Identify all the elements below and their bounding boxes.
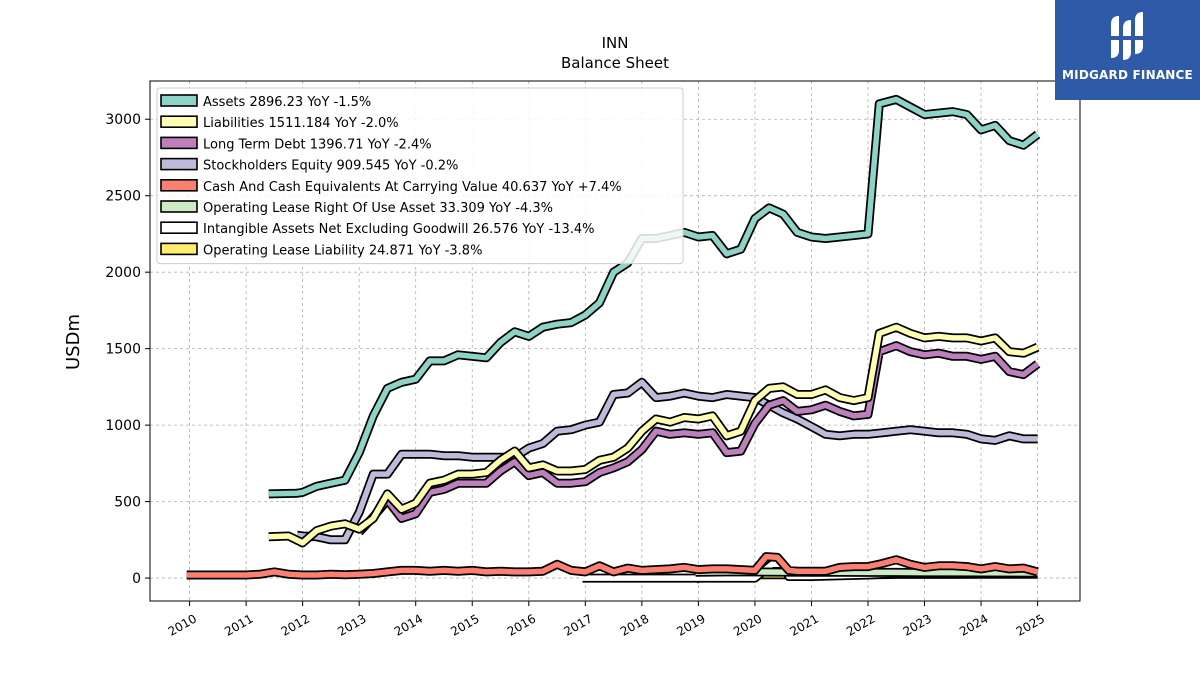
legend-swatch xyxy=(160,200,198,213)
x-tick-label: 2021 xyxy=(788,611,821,638)
legend-label: Cash And Cash Equivalents At Carrying Va… xyxy=(203,180,622,195)
legend-item: Liabilities 1511.184 YoY -2.0% xyxy=(160,115,399,131)
legend-swatch xyxy=(160,221,198,234)
x-tick-label: 2016 xyxy=(505,611,538,638)
x-tick-label: 2024 xyxy=(957,611,990,638)
logo-text: MIDGARD FINANCE xyxy=(1062,68,1193,82)
legend-swatch xyxy=(160,179,198,192)
legend-label: Stockholders Equity 909.545 YoY -0.2% xyxy=(203,159,458,174)
legend-item: Stockholders Equity 909.545 YoY -0.2% xyxy=(160,157,458,174)
series-line xyxy=(357,342,1040,535)
legend-item: Operating Lease Right Of Use Asset 33.30… xyxy=(160,200,553,216)
brand-logo: MIDGARD FINANCE xyxy=(1055,0,1200,100)
series-liabilities xyxy=(268,322,1040,548)
series-cash-and-cash-equivalents-at-carrying-value xyxy=(186,552,1039,580)
x-tick-label: 2013 xyxy=(335,611,368,638)
legend-swatch xyxy=(160,115,198,128)
legend: Assets 2896.23 YoY -1.5% Liabilities 1511… xyxy=(156,87,684,265)
y-tick-label: 2000 xyxy=(105,265,141,281)
series-outline xyxy=(355,341,1041,536)
x-tick-label: 2020 xyxy=(731,611,764,638)
legend-label: Liabilities 1511.184 YoY -2.0% xyxy=(203,116,399,131)
chart-subtitle: Balance Sheet xyxy=(561,54,669,72)
x-tick-label: 2018 xyxy=(618,611,651,638)
series-line xyxy=(268,324,1039,546)
legend-item: Cash And Cash Equivalents At Carrying Va… xyxy=(160,179,622,195)
x-tick-label: 2012 xyxy=(279,611,312,638)
x-tick-label: 2023 xyxy=(901,611,934,638)
legend-swatch xyxy=(160,94,198,107)
y-tick-label: 2500 xyxy=(105,189,141,205)
x-tick-label: 2017 xyxy=(561,611,594,638)
legend-swatch xyxy=(160,157,198,171)
legend-item: Operating Lease Liability 24.871 YoY -3.… xyxy=(160,242,482,258)
legend-label: Long Term Debt 1396.71 YoY -2.4% xyxy=(203,137,432,152)
x-tick-label: 2025 xyxy=(1014,611,1047,638)
legend-item: Long Term Debt 1396.71 YoY -2.4% xyxy=(160,136,432,152)
series-line xyxy=(186,553,1039,578)
x-tick-label: 2015 xyxy=(448,611,481,638)
y-tick-label: 3000 xyxy=(105,112,141,128)
legend-label: Intangible Assets Net Excluding Goodwill… xyxy=(203,222,594,237)
legend-swatch xyxy=(160,136,198,150)
y-tick-label: 0 xyxy=(132,571,141,587)
y-axis-label: USDm xyxy=(63,314,84,370)
x-tick-label: 2022 xyxy=(844,611,877,638)
series-stockholders-equity xyxy=(296,377,1038,545)
legend-swatch xyxy=(160,242,198,256)
legend-item: Assets 2896.23 YoY -1.5% xyxy=(160,94,371,110)
x-tick-label: 2019 xyxy=(674,611,707,638)
y-tick-label: 1500 xyxy=(105,342,141,358)
plot-frame xyxy=(149,80,1081,602)
legend-item: Intangible Assets Net Excluding Goodwill… xyxy=(160,221,594,237)
grid xyxy=(150,81,1080,601)
chart-title: INN xyxy=(602,34,629,52)
legend-label: Operating Lease Liability 24.871 YoY -3.… xyxy=(203,243,482,258)
x-tick-label: 2011 xyxy=(222,611,255,638)
series-line xyxy=(296,379,1038,543)
legend-box xyxy=(156,87,684,265)
logo-mark-icon xyxy=(1109,12,1145,60)
y-tick-label: 500 xyxy=(114,495,141,511)
legend-label: Assets 2896.23 YoY -1.5% xyxy=(203,95,371,110)
series-long-term-debt xyxy=(355,341,1041,536)
series-lines xyxy=(186,94,1041,584)
y-tick-label: 1000 xyxy=(105,418,141,434)
legend-label: Operating Lease Right Of Use Asset 33.30… xyxy=(203,201,553,216)
x-tick-label: 2014 xyxy=(392,611,425,638)
x-tick-label: 2010 xyxy=(166,611,199,638)
